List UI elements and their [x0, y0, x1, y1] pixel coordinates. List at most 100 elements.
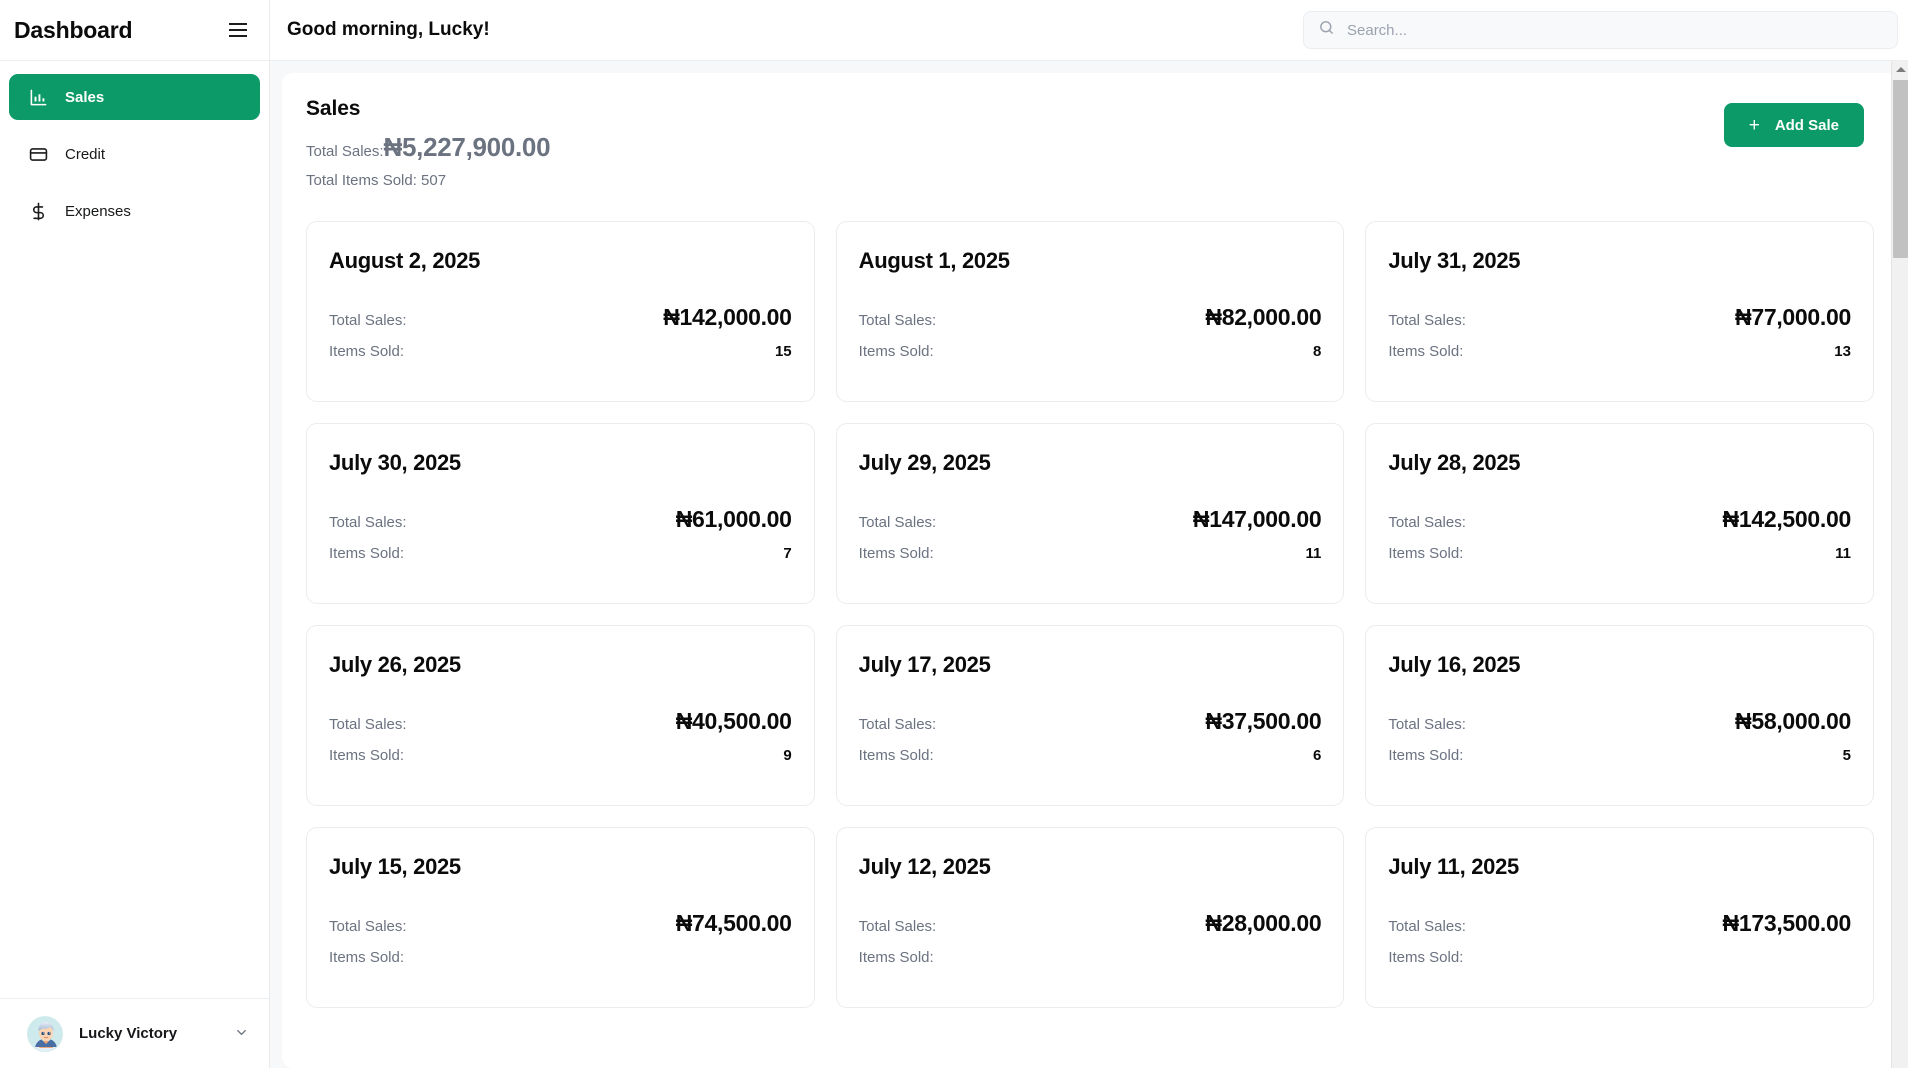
sale-card[interactable]: July 17, 2025 Total Sales: ₦37,500.00 Items…	[835, 625, 1345, 806]
sale-card-date: July 17, 2025	[858, 652, 991, 677]
sale-card-total-label: Total Sales:	[1388, 716, 1466, 733]
hamburger-icon[interactable]	[225, 17, 251, 43]
sale-card[interactable]: July 15, 2025 Total Sales: ₦74,500.00 Items…	[306, 827, 815, 1008]
sale-card-items-label: Items Sold:	[858, 747, 934, 764]
page-title: Dashboard	[14, 16, 133, 43]
sales-panel: Sales Total Sales: ₦5,227,900.00 Total I…	[282, 73, 1898, 1068]
sale-card-total-label: Total Sales:	[1388, 514, 1466, 531]
search-input[interactable]	[1347, 21, 1883, 39]
sale-card-items-row: Items Sold: 5	[1388, 747, 1851, 764]
sidebar-item-credit[interactable]: Credit	[9, 131, 260, 177]
sale-card[interactable]: August 2, 2025 Total Sales: ₦142,000.00 Ite…	[306, 221, 815, 402]
sale-card[interactable]: July 26, 2025 Total Sales: ₦40,500.00 Items…	[306, 625, 815, 806]
sale-card[interactable]: August 1, 2025 Total Sales: ₦82,000.00 Item…	[835, 221, 1345, 402]
sale-card[interactable]: July 29, 2025 Total Sales: ₦147,000.00 Item…	[835, 423, 1345, 604]
sale-card-date: July 30, 2025	[329, 450, 461, 475]
scrollbar-thumb[interactable]	[1893, 80, 1908, 258]
sale-card-total-label: Total Sales:	[858, 716, 937, 733]
sale-card-total-label: Total Sales:	[858, 312, 937, 329]
sale-card-items-label: Items Sold:	[1388, 343, 1464, 360]
chevron-down-icon[interactable]	[234, 1025, 249, 1043]
sale-card-date: July 12, 2025	[858, 854, 991, 879]
sale-card[interactable]: July 12, 2025 Total Sales: ₦28,000.00 Items…	[835, 827, 1345, 1008]
sale-card-items-label: Items Sold:	[329, 343, 405, 360]
sale-card-date: August 1, 2025	[858, 248, 1010, 273]
sale-card-date: July 16, 2025	[1388, 652, 1521, 677]
sale-card[interactable]: July 30, 2025 Total Sales: ₦61,000.00 Items…	[306, 423, 815, 604]
sale-card-total-value: ₦40,500.00	[675, 708, 792, 734]
sale-card-items-label: Items Sold:	[329, 949, 405, 966]
plus-icon: +	[1748, 114, 1760, 136]
avatar	[27, 1015, 63, 1052]
sale-card[interactable]: July 31, 2025 Total Sales: ₦77,000.00 Items…	[1365, 221, 1874, 402]
sale-card-total-value: ₦142,000.00	[663, 304, 792, 330]
sale-card-date: July 29, 2025	[858, 450, 991, 475]
sale-card-total-label: Total Sales:	[329, 716, 407, 733]
sale-card[interactable]: July 28, 2025 Total Sales: ₦142,500.00 Item…	[1365, 423, 1874, 604]
greeting-text: Good morning, Lucky!	[287, 19, 490, 40]
sale-card-total-value: ₦147,000.00	[1192, 506, 1322, 532]
sale-card-items-row: Items Sold: 11	[1388, 545, 1851, 562]
sale-card-total-row: Total Sales: ₦40,500.00	[329, 708, 792, 735]
sale-card-items-label: Items Sold:	[329, 747, 405, 764]
credit-card-icon	[28, 144, 48, 164]
sale-card-items-value: 7	[783, 545, 792, 562]
sale-card-total-value: ₦61,000.00	[675, 506, 792, 532]
sale-card-items-row: Items Sold: 6	[859, 747, 1322, 764]
sale-card[interactable]: July 16, 2025 Total Sales: ₦58,000.00 Items…	[1365, 625, 1874, 806]
sale-card-total-label: Total Sales:	[329, 312, 407, 329]
sale-card-date: July 28, 2025	[1388, 450, 1521, 475]
sale-card-items-value: 15	[774, 343, 792, 360]
add-sale-button[interactable]: + Add Sale	[1723, 103, 1864, 147]
total-items-sold: Total Items Sold: 507	[306, 172, 447, 189]
vertical-scrollbar[interactable]	[1891, 61, 1908, 1068]
sale-card-items-row: Items Sold: 8	[859, 343, 1322, 360]
sale-card-items-value: 11	[1835, 545, 1851, 562]
sale-card-total-label: Total Sales:	[329, 514, 407, 531]
bar-chart-icon	[28, 87, 48, 107]
sale-card-items-label: Items Sold:	[858, 545, 934, 562]
sale-card-items-row: Items Sold: 15	[329, 343, 792, 360]
sale-card-total-value: ₦74,500.00	[675, 910, 792, 936]
add-sale-label: Add Sale	[1774, 116, 1839, 134]
sale-card-total-value: ₦28,000.00	[1205, 910, 1322, 936]
sale-card-total-row: Total Sales: ₦147,000.00	[859, 506, 1322, 533]
sale-card-total-row: Total Sales: ₦142,500.00	[1388, 506, 1851, 533]
sale-card[interactable]: July 11, 2025 Total Sales: ₦173,500.00 Item…	[1365, 827, 1874, 1008]
sale-card-date: July 11, 2025	[1388, 854, 1519, 879]
sale-card-total-value: ₦173,500.00	[1722, 910, 1852, 936]
sale-card-items-row: Items Sold: 7	[329, 545, 792, 562]
sidebar: Dashboard Sales	[0, 0, 270, 1068]
user-profile-button[interactable]: Lucky Victory	[0, 998, 269, 1068]
sidebar-item-label: Sales	[65, 88, 105, 106]
sale-card-total-label: Total Sales:	[858, 918, 937, 935]
sale-card-items-label: Items Sold:	[858, 949, 934, 966]
topbar: Good morning, Lucky!	[270, 0, 1908, 61]
sale-card-total-row: Total Sales: ₦142,000.00	[329, 304, 792, 331]
sales-cards-grid: August 2, 2025 Total Sales: ₦142,000.00 Ite…	[306, 221, 1874, 1008]
sale-card-items-value: 8	[1312, 343, 1322, 360]
total-sales-row: Total Sales: ₦5,227,900.00	[306, 132, 1724, 163]
sale-card-items-label: Items Sold:	[1388, 747, 1464, 764]
sidebar-item-sales[interactable]: Sales	[9, 74, 260, 120]
sale-card-date: July 15, 2025	[329, 854, 461, 879]
search-box[interactable]	[1303, 11, 1898, 49]
sale-card-total-value: ₦142,500.00	[1722, 506, 1852, 532]
sale-card-total-value: ₦58,000.00	[1735, 708, 1851, 734]
sale-card-total-row: Total Sales: ₦77,000.00	[1388, 304, 1851, 331]
dollar-sign-icon	[28, 201, 48, 221]
sale-card-items-value: 5	[1842, 747, 1851, 764]
sale-card-total-value: ₦82,000.00	[1205, 304, 1322, 330]
sidebar-item-expenses[interactable]: Expenses	[9, 188, 260, 234]
search-icon	[1318, 19, 1335, 41]
search-container	[1303, 11, 1903, 49]
sale-card-items-row: Items Sold: 9	[329, 747, 792, 764]
content-scroll-area: Sales Total Sales: ₦5,227,900.00 Total I…	[270, 61, 1908, 1068]
scroll-up-button[interactable]	[1892, 61, 1908, 78]
sale-card-total-label: Total Sales:	[1388, 312, 1466, 329]
sales-panel-header: Sales Total Sales: ₦5,227,900.00 Total I…	[306, 97, 1874, 189]
sale-card-items-row: Items Sold:	[329, 949, 792, 966]
sale-card-total-row: Total Sales: ₦82,000.00	[859, 304, 1322, 331]
sale-card-total-row: Total Sales: ₦173,500.00	[1388, 910, 1851, 937]
